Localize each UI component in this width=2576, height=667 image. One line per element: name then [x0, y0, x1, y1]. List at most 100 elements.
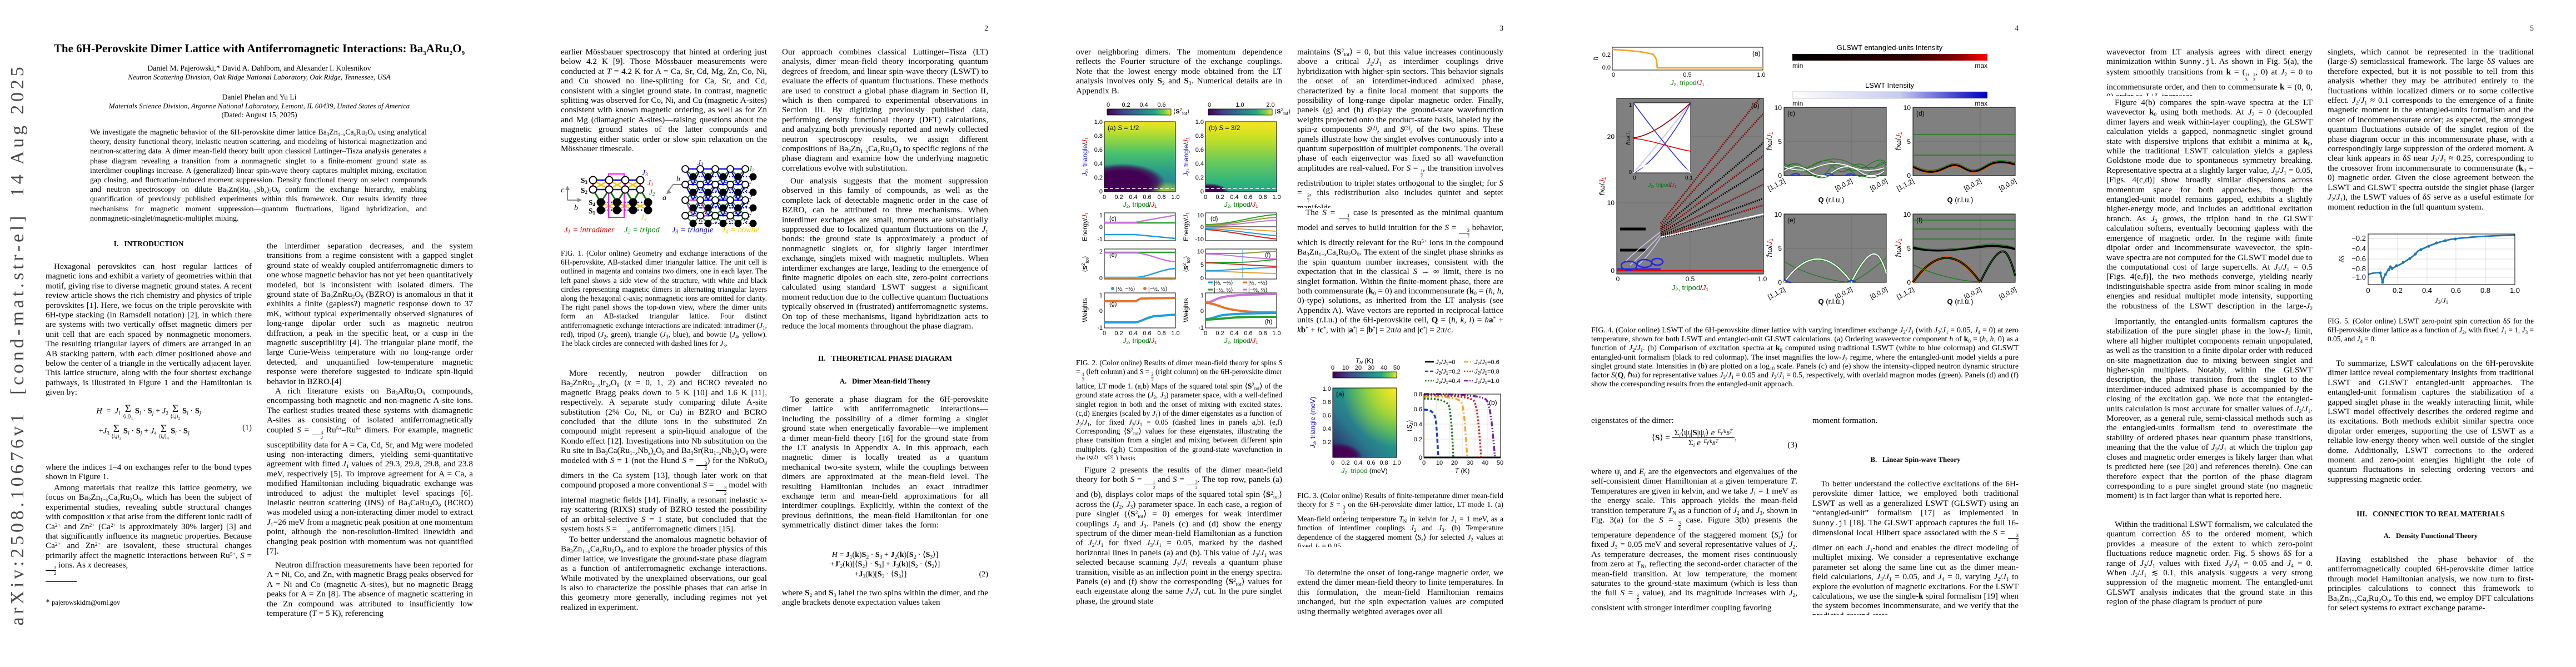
- svg-text:1.0: 1.0: [1757, 72, 1765, 78]
- svg-text:J2, tripod/J1: J2, tripod/J1: [1670, 79, 1705, 87]
- svg-text:b: b: [676, 175, 680, 183]
- svg-text:0.8: 0.8: [2480, 286, 2490, 295]
- svg-text:S2: S2: [581, 186, 588, 195]
- svg-text:[0,0,2]: [0,0,2]: [1833, 177, 1853, 192]
- svg-text:|⅔, −⅔⟩: |⅔, −⅔⟩: [1214, 280, 1233, 286]
- svg-text:0.5: 0.5: [1683, 72, 1691, 78]
- svg-text:[1,1,2]: [1,1,2]: [1766, 177, 1786, 192]
- svg-text:1.0: 1.0: [1392, 460, 1401, 466]
- svg-text:0: 0: [1331, 460, 1334, 466]
- svg-text:J2, tripod/J1: J2, tripod/J1: [1224, 201, 1258, 209]
- svg-text:(h): (h): [1265, 318, 1272, 325]
- svg-text:GLSWT entangled-units Intensit: GLSWT entangled-units Intensity: [1837, 43, 1943, 52]
- svg-text:1.0: 1.0: [1272, 194, 1280, 201]
- svg-text:Energy/J1: Energy/J1: [1081, 212, 1089, 241]
- svg-text:0: 0: [1099, 188, 1103, 195]
- svg-text:(d): (d): [1210, 216, 1218, 222]
- svg-text:20: 20: [1355, 365, 1362, 371]
- svg-text:max: max: [1975, 99, 1987, 107]
- svg-text:J2, tripod (meV): J2, tripod (meV): [1341, 467, 1387, 475]
- svg-text:1.0: 1.0: [1195, 119, 1204, 126]
- svg-text:0.8: 0.8: [1094, 133, 1103, 140]
- svg-text:J2/J1=0.6: J2/J1=0.6: [1474, 359, 1499, 366]
- svg-text:5: 5: [1907, 138, 1911, 146]
- svg-text:0.2: 0.2: [1122, 102, 1130, 108]
- svg-text:(a): (a): [1336, 390, 1344, 398]
- svg-text:0: 0: [1611, 267, 1615, 275]
- svg-text:0.6: 0.6: [1367, 460, 1375, 466]
- svg-text:(e): (e): [1787, 216, 1796, 224]
- svg-text:a: a: [662, 194, 666, 202]
- svg-text:10: 10: [1775, 104, 1782, 112]
- svg-text:J4: J4: [641, 213, 647, 222]
- svg-text:1: 1: [1099, 212, 1103, 219]
- svg-text:50: 50: [1497, 460, 1503, 466]
- svg-text:0.4: 0.4: [1414, 421, 1422, 428]
- svg-text:0.2: 0.2: [1602, 52, 1611, 58]
- svg-text:J2, tripod/J1: J2, tripod/J1: [1123, 201, 1157, 209]
- svg-text:J2, tripod/J1: J2, tripod/J1: [1123, 337, 1157, 345]
- svg-text:-1: -1: [1097, 325, 1103, 331]
- svg-text:ℏω/J1: ℏω/J1: [1765, 238, 1774, 257]
- svg-text:0.4: 0.4: [1094, 161, 1103, 167]
- svg-text:10: 10: [1607, 199, 1615, 207]
- svg-text:0.4: 0.4: [1230, 194, 1238, 201]
- svg-text:0.2: 0.2: [1323, 439, 1331, 446]
- svg-text:10: 10: [1904, 104, 1911, 112]
- svg-text:10: 10: [1197, 212, 1204, 219]
- svg-text:[0,0,2]: [0,0,2]: [1962, 177, 1982, 192]
- svg-text:TN (K): TN (K): [1356, 357, 1373, 365]
- svg-text:0.2: 0.2: [1094, 175, 1103, 181]
- svg-text:J3, triangle (meV): J3, triangle (meV): [1309, 397, 1317, 449]
- svg-text:J2, tripod/J1: J2, tripod/J1: [1224, 337, 1258, 345]
- svg-text:J1 = intradimer: J1 = intradimer: [564, 226, 615, 235]
- svg-text:0.8: 0.8: [1414, 391, 1422, 398]
- svg-text:0: 0: [1103, 194, 1106, 201]
- svg-text:[1,1,2]: [1,1,2]: [1895, 285, 1915, 301]
- svg-text:1.0: 1.0: [1235, 102, 1244, 108]
- svg-text:-1: -1: [1198, 325, 1204, 331]
- svg-text:Q (r.l.u.): Q (r.l.u.): [1947, 196, 1974, 204]
- svg-text:0: 0: [1200, 275, 1204, 282]
- svg-text:0: 0: [1200, 224, 1204, 231]
- svg-text:0.8: 0.8: [1157, 194, 1165, 201]
- svg-text:[0,0,0]: [0,0,0]: [1997, 285, 2017, 301]
- svg-text:|−⅔, ⅔⟩: |−⅔, ⅔⟩: [1248, 287, 1268, 293]
- svg-text:0.4: 0.4: [1195, 161, 1204, 167]
- svg-text:5: 5: [1907, 245, 1911, 252]
- svg-text:10: 10: [1775, 211, 1782, 218]
- svg-text:J2 = tripod: J2 = tripod: [624, 226, 660, 235]
- svg-text:0.6: 0.6: [1244, 330, 1252, 337]
- svg-text:⟨S2tot⟩: ⟨S2tot⟩: [1173, 107, 1189, 116]
- svg-text:min: min: [1792, 99, 1803, 107]
- svg-text:0: 0: [1204, 330, 1207, 337]
- svg-text:ℏω/J1: ℏω/J1: [1626, 131, 1632, 145]
- svg-text:J2/J1=1.0: J2/J1=1.0: [1474, 378, 1499, 385]
- svg-text:J2/J1: J2/J1: [2435, 296, 2448, 305]
- svg-text:(a) S = 1/2: (a) S = 1/2: [1108, 124, 1139, 132]
- svg-text:−0.4: −0.4: [2351, 245, 2366, 253]
- svg-text:0: 0: [1099, 224, 1103, 231]
- svg-text:0.6: 0.6: [1143, 194, 1151, 201]
- svg-text:0: 0: [1099, 308, 1103, 315]
- svg-text:0: 0: [1099, 275, 1103, 282]
- svg-text:T (K): T (K): [1455, 467, 1470, 475]
- svg-text:S1: S1: [589, 207, 596, 216]
- svg-text:0.4: 0.4: [1323, 426, 1331, 432]
- svg-text:0.4: 0.4: [1129, 330, 1137, 337]
- svg-text:0.4: 0.4: [1354, 460, 1362, 466]
- svg-text:-10: -10: [1195, 236, 1204, 243]
- svg-text:J3 = triangle: J3 = triangle: [672, 226, 714, 235]
- svg-text:-1: -1: [1097, 236, 1103, 243]
- svg-text:0: 0: [1633, 175, 1636, 181]
- svg-text:0: 0: [1778, 172, 1782, 180]
- svg-text:30: 30: [1368, 365, 1374, 371]
- svg-text:(b): (b): [1751, 102, 1760, 109]
- svg-text:1.0: 1.0: [1171, 330, 1179, 337]
- svg-text:0.1: 0.1: [1685, 175, 1693, 181]
- svg-text:0.6: 0.6: [1244, 194, 1252, 201]
- svg-text:0.2: 0.2: [1414, 436, 1422, 443]
- svg-text:0.6: 0.6: [1094, 147, 1103, 153]
- svg-text:0: 0: [1204, 194, 1207, 201]
- svg-text:|½, −½⟩: |½, −½⟩: [1116, 286, 1135, 292]
